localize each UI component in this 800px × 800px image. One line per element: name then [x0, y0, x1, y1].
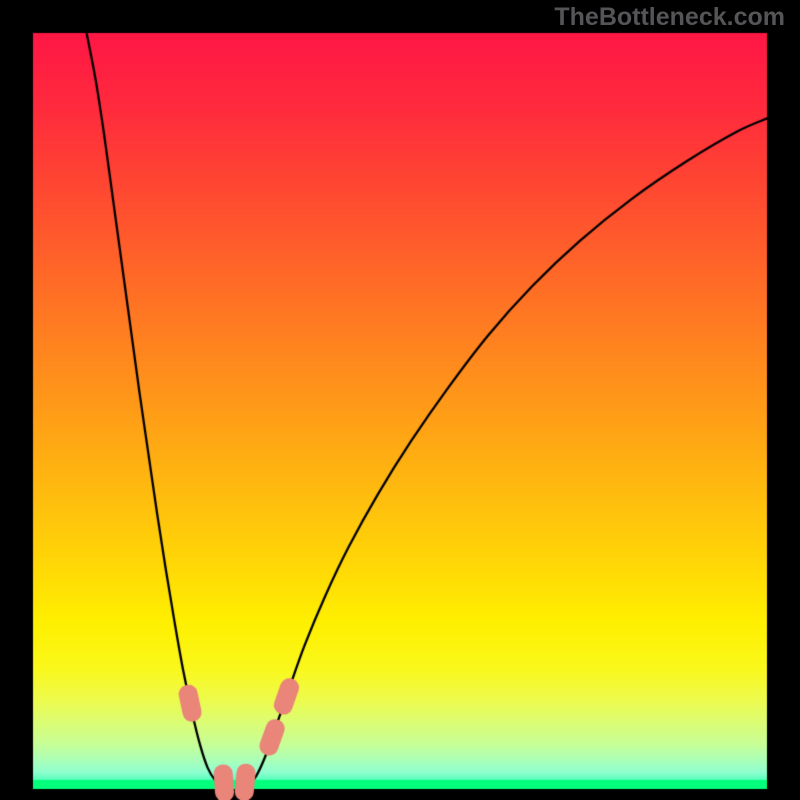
bottleneck-chart-canvas — [0, 0, 800, 800]
watermark-text: TheBottleneck.com — [554, 3, 785, 32]
